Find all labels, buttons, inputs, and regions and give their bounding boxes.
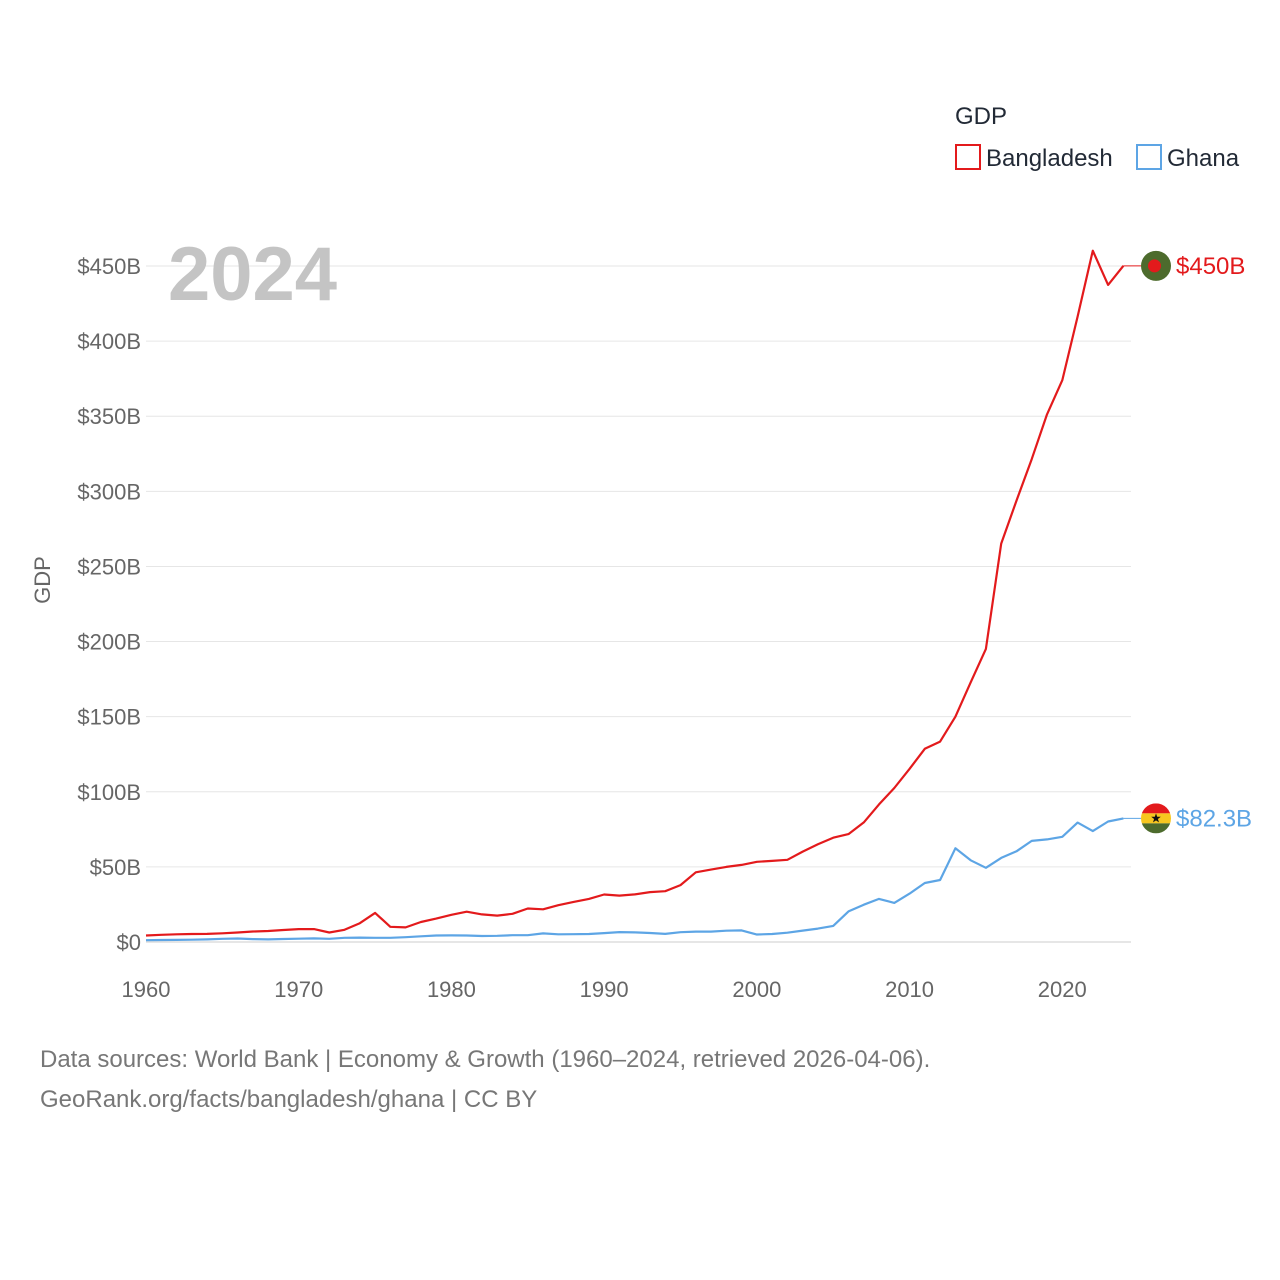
series-line-bangladesh[interactable] bbox=[145, 249, 1125, 937]
y-tick-label: $150B bbox=[77, 705, 141, 730]
x-tick-label: 1980 bbox=[427, 977, 476, 1002]
y-tick-label: $0 bbox=[117, 930, 141, 955]
x-tick-label: 1960 bbox=[122, 977, 171, 1002]
bangladesh-flag-icon bbox=[1141, 250, 1171, 281]
x-tick-label: 1970 bbox=[274, 977, 323, 1002]
series-lines bbox=[145, 249, 1125, 942]
legend-swatch-ghana[interactable] bbox=[1136, 144, 1162, 170]
y-tick-label: $450B bbox=[77, 254, 141, 279]
source-url[interactable]: GeoRank.org/facts/bangladesh/ghana | CC … bbox=[40, 1086, 538, 1113]
y-tick-label: $100B bbox=[77, 780, 141, 805]
x-axis-ticks: 1960 1970 1980 1990 2000 2010 2020 bbox=[122, 977, 1087, 1002]
y-axis-ticks: $0 $50B $100B $150B $200B $250B $300B $350B $400… bbox=[77, 254, 141, 955]
y-tick-label: $300B bbox=[77, 479, 141, 504]
series-line-ghana[interactable] bbox=[145, 817, 1124, 942]
ghana-end-marker: $82.3B bbox=[1123, 803, 1252, 834]
x-tick-label: 2010 bbox=[885, 977, 934, 1002]
gdp-line-chart: GDP Bangladesh Ghana $0 $50B $100B $150B $20… bbox=[30, 103, 1252, 1002]
bangladesh-end-marker: $450B bbox=[1123, 250, 1245, 281]
ghana-star-icon bbox=[1151, 813, 1161, 823]
legend-label-ghana[interactable]: Ghana bbox=[1167, 145, 1240, 172]
ghana-end-value: $82.3B bbox=[1176, 805, 1252, 832]
bangladesh-end-value: $450B bbox=[1176, 253, 1245, 280]
x-tick-label: 2000 bbox=[732, 977, 781, 1002]
legend: GDP Bangladesh Ghana bbox=[955, 103, 1240, 172]
y-tick-label: $200B bbox=[77, 630, 141, 655]
gridlines bbox=[146, 265, 1131, 943]
y-tick-label: $350B bbox=[77, 404, 141, 429]
y-tick-label: $50B bbox=[90, 855, 141, 880]
ghana-flag-icon bbox=[1141, 803, 1171, 834]
source-line: Data sources: World Bank | Economy & Gro… bbox=[40, 1046, 931, 1073]
year-label: 2024 bbox=[168, 232, 337, 317]
legend-label-bangladesh[interactable]: Bangladesh bbox=[986, 145, 1113, 172]
y-axis-title: GDP bbox=[30, 556, 55, 604]
legend-title: GDP bbox=[955, 103, 1007, 130]
y-tick-label: $400B bbox=[77, 329, 141, 354]
legend-swatch-bangladesh[interactable] bbox=[955, 144, 981, 170]
y-tick-label: $250B bbox=[77, 554, 141, 579]
x-tick-label: 2020 bbox=[1038, 977, 1087, 1002]
source-note: Data sources: World Bank | Economy & Gro… bbox=[40, 1040, 930, 1120]
bangladesh-flag-disc bbox=[1148, 259, 1161, 273]
x-tick-label: 1990 bbox=[580, 977, 629, 1002]
